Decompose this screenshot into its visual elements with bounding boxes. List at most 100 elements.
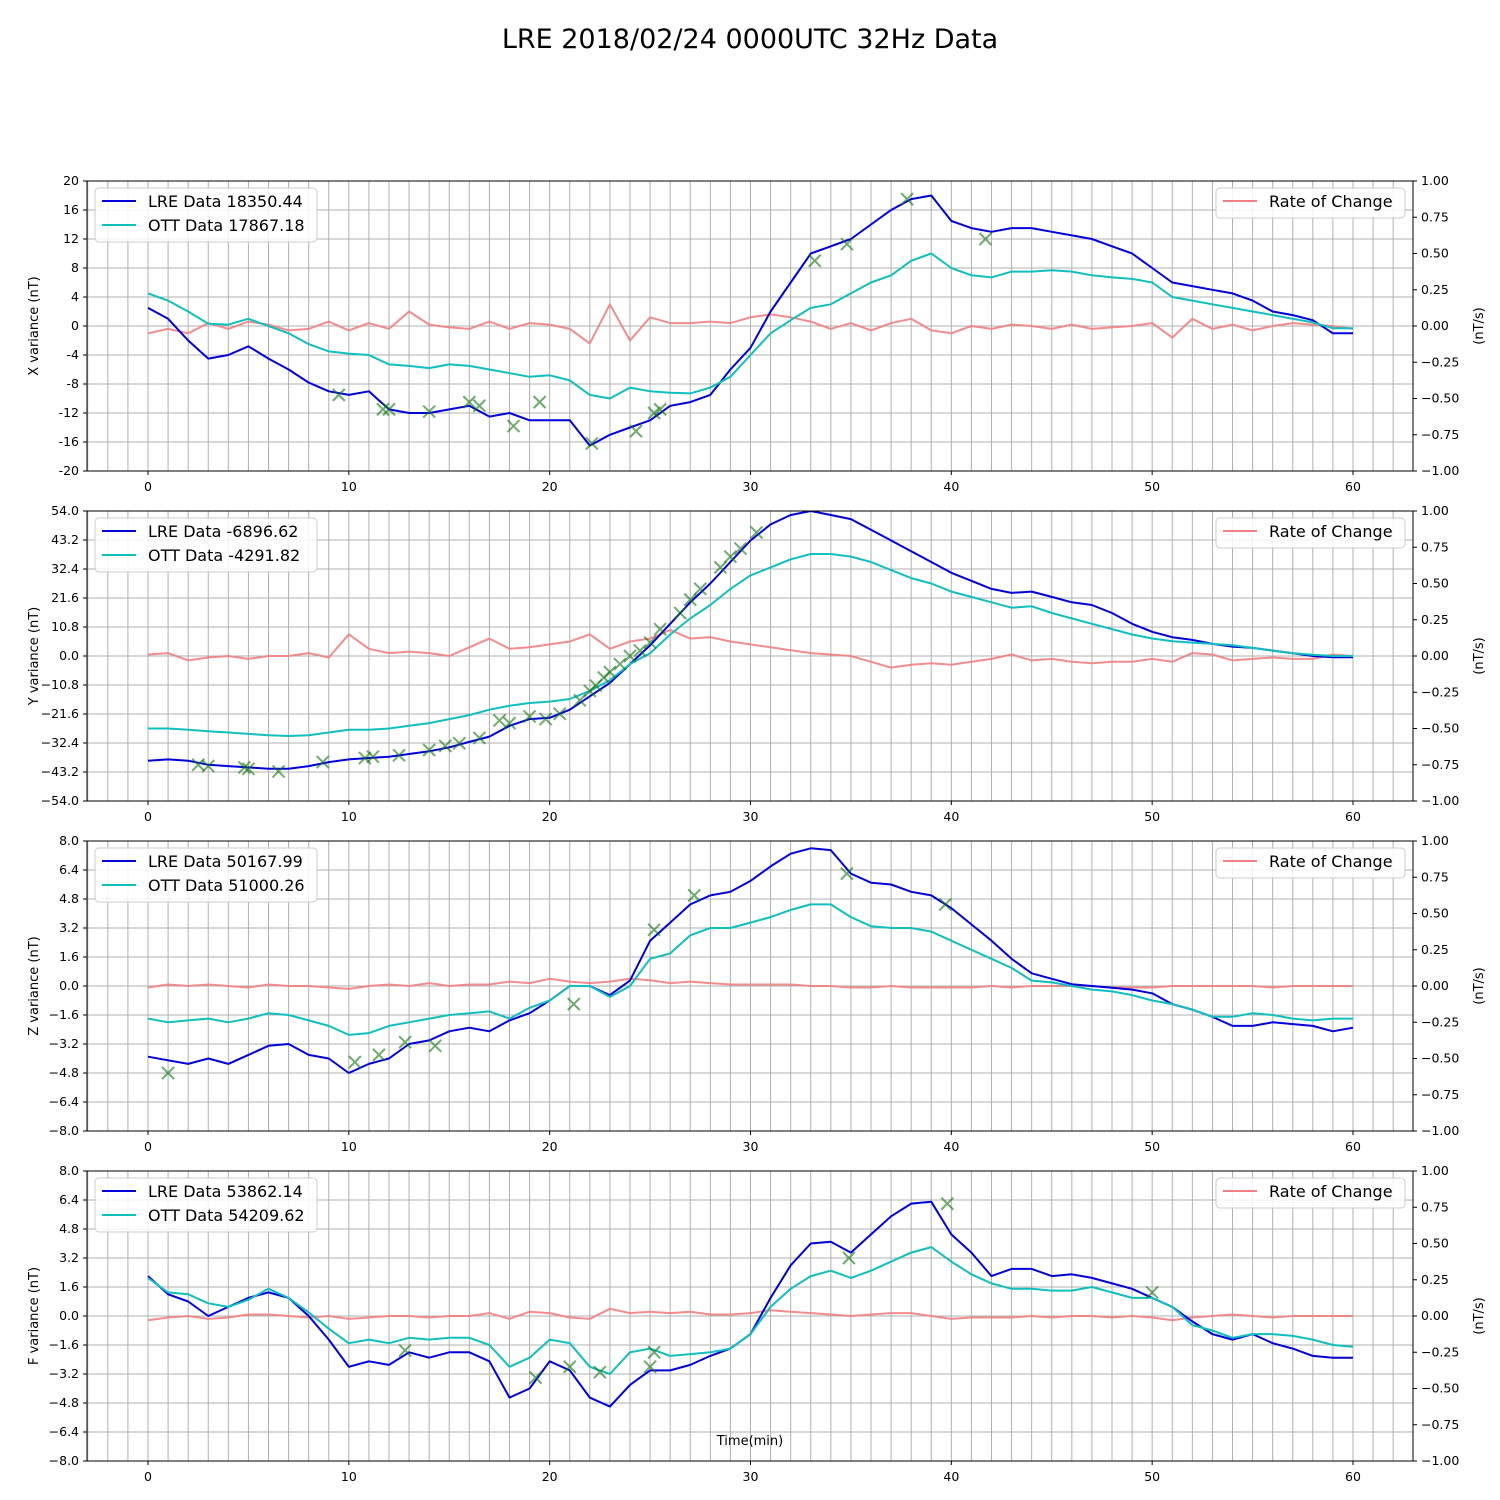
y-xtick-label: 40 [943, 809, 959, 824]
z-xtick-label: 0 [144, 1139, 152, 1154]
f-ytick-label: −3.2 [49, 1366, 79, 1381]
f-event-marker [563, 1360, 577, 1374]
f-y2tick-label: 1.00 [1421, 1163, 1449, 1178]
z-y2tick-label: 0.75 [1421, 869, 1449, 884]
y-legend-right: Rate of Change [1215, 517, 1406, 549]
x-ytick-label: -20 [59, 463, 79, 478]
z-series-group [147, 847, 1354, 1080]
x-ytick-label: -4 [67, 347, 80, 362]
x-legend-roc-label: Rate of Change [1269, 192, 1393, 211]
z-legend-right: Rate of Change [1215, 847, 1406, 879]
y-legend-roc-label: Rate of Change [1269, 522, 1393, 541]
x-ytick-label: -8 [67, 376, 80, 391]
y-ytick-label: 10.8 [51, 619, 79, 634]
x-legend-left-box [94, 187, 318, 243]
x-legend-right-box [1215, 187, 1406, 219]
y-rate-of-change-line [147, 628, 1354, 669]
y-event-marker [316, 755, 330, 769]
x-ytick-label: 20 [63, 173, 79, 188]
x-xtick-label: 20 [542, 479, 558, 494]
y-ytick-label: −32.4 [41, 735, 79, 750]
y-event-marker [633, 643, 647, 658]
figure-title: LRE 2018/02/24 0000UTC 32Hz Data [501, 24, 999, 55]
f-xtick-label: 60 [1345, 1469, 1361, 1484]
y-y2tick-label: −0.75 [1421, 757, 1459, 772]
y-y2tick-label: −1.00 [1421, 793, 1459, 808]
f-ytick-label: −6.4 [49, 1424, 79, 1439]
y-frame [86, 510, 1414, 802]
x-event-marker [647, 406, 661, 420]
y-ytick-label: 32.4 [51, 561, 79, 576]
f-legend-left: LRE Data 53862.14 OTT Data 54209.62 [94, 1177, 318, 1233]
z-y2tick-label: 1.00 [1421, 833, 1449, 848]
z-legend-right-box [1215, 847, 1406, 879]
f-event-marker [643, 1360, 657, 1374]
x-event-marker [422, 404, 436, 419]
x-legend-ott-label: OTT Data 17867.18 [148, 216, 305, 235]
x-axis-label: Time(min) [716, 1434, 783, 1449]
f-event-marker [398, 1343, 412, 1358]
f-series-group [147, 1196, 1354, 1408]
f-ott-line [147, 1246, 1354, 1375]
z-ytick-label: −4.8 [49, 1065, 79, 1080]
x-event-marker [532, 395, 547, 409]
f-ytick-label: 0.0 [59, 1308, 79, 1323]
y-y2label: (nT/s) [1472, 637, 1487, 674]
y-ytick-label: −43.2 [41, 764, 79, 779]
f-y2tick-label: 0.50 [1421, 1236, 1449, 1251]
y-event-marker [366, 749, 380, 764]
y-y2tick-label: 0.75 [1421, 539, 1449, 554]
z-ytick-label: −1.6 [49, 1007, 79, 1022]
x-legend-right: Rate of Change [1215, 187, 1406, 219]
y-event-marker [673, 606, 687, 620]
z-frame [86, 840, 1414, 1132]
x-y2tick-label: 0.25 [1421, 282, 1449, 297]
x-ylabel: X variance (nT) [27, 276, 42, 375]
x-ytick-label: 16 [63, 202, 79, 217]
f-y2tick-label: −0.75 [1421, 1417, 1459, 1432]
z-ott-line [147, 903, 1353, 1036]
y-ylabel: Y variance (nT) [27, 607, 42, 707]
x-series-group [147, 192, 1354, 451]
f-event-marker [528, 1370, 543, 1385]
f-xtick-label: 20 [542, 1469, 558, 1484]
y-xtick-label: 10 [341, 809, 357, 824]
y-event-marker [613, 657, 627, 671]
z-xtick-label: 30 [743, 1139, 759, 1154]
x-event-marker [808, 254, 822, 268]
z-ytick-label: 6.4 [59, 862, 79, 877]
x-y2label: (nT/s) [1472, 307, 1487, 344]
f-ylabel: F variance (nT) [27, 1267, 42, 1365]
z-event-marker [348, 1055, 362, 1069]
z-ytick-label: 0.0 [59, 978, 79, 993]
y-event-marker [472, 731, 487, 745]
z-legend-roc-label: Rate of Change [1269, 852, 1393, 871]
subplot-f: −8.0 −6.4 −4.8 −3.2 −1.6 0.0 1.6 3.2 4.8 6.4 8.0 −1… [27, 1163, 1487, 1484]
f-legend-ott-label: OTT Data 54209.62 [148, 1206, 305, 1225]
z-ytick-label: 8.0 [59, 833, 79, 848]
x-event-marker [978, 232, 993, 246]
y-event-marker [241, 762, 256, 776]
y-event-marker [713, 560, 728, 575]
z-y2tick-label: −0.75 [1421, 1087, 1459, 1102]
x-y2tick-label: −1.00 [1421, 463, 1459, 478]
f-event-marker [842, 1251, 856, 1265]
x-lre-line [147, 194, 1353, 447]
z-event-marker [647, 923, 661, 937]
x-y2tick-label: 0.00 [1421, 318, 1449, 333]
z-lre-line [147, 847, 1354, 1074]
y-y2tick-label: −0.25 [1421, 684, 1459, 699]
y-event-marker [522, 709, 537, 724]
f-event-marker [647, 1345, 661, 1359]
y-y2tick-label: 0.25 [1421, 612, 1449, 627]
f-y2tick-label: 0.75 [1421, 1199, 1449, 1214]
z-xtick-label: 20 [542, 1139, 558, 1154]
f-ytick-label: 3.2 [59, 1250, 79, 1265]
x-event-marker [900, 192, 914, 206]
z-event-marker [567, 997, 581, 1011]
y-event-marker [438, 739, 452, 753]
x-legend-left: LRE Data 18350.44 OTT Data 17867.18 [94, 187, 318, 243]
z-event-marker [161, 1066, 175, 1080]
y-ytick-label: 43.2 [51, 532, 79, 547]
z-ytick-label: −3.2 [49, 1036, 79, 1051]
